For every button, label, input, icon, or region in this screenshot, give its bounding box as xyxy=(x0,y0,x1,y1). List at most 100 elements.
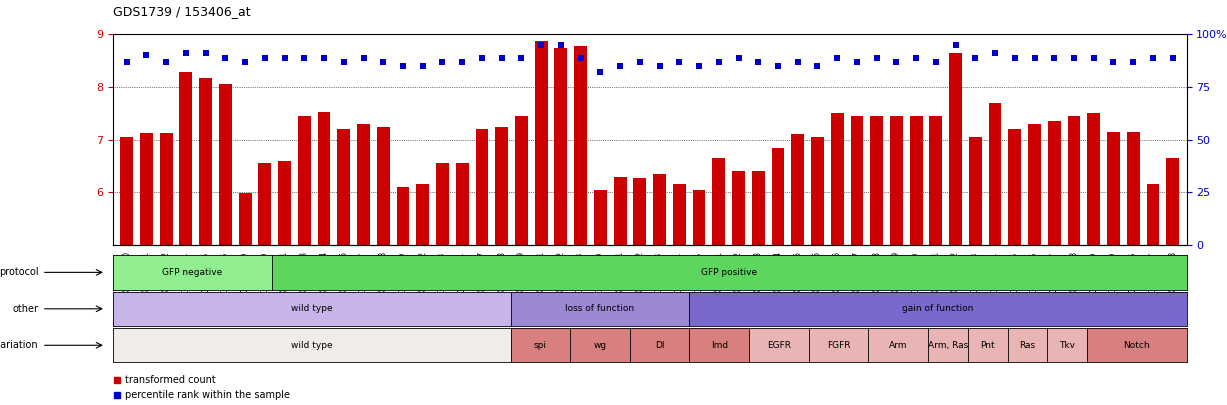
Bar xyxy=(279,161,291,245)
Bar xyxy=(1067,116,1081,245)
Bar xyxy=(733,171,745,245)
Bar xyxy=(890,116,903,245)
Point xyxy=(610,63,629,69)
Point xyxy=(847,59,866,65)
Point xyxy=(1044,54,1064,61)
Text: Notch: Notch xyxy=(1124,341,1150,350)
Point xyxy=(571,54,590,61)
Point xyxy=(472,54,492,61)
Text: FGFR: FGFR xyxy=(827,341,850,350)
Bar xyxy=(218,85,232,245)
Point xyxy=(866,54,886,61)
Point xyxy=(1005,54,1025,61)
Point xyxy=(1025,54,1044,61)
Point xyxy=(827,54,847,61)
Point xyxy=(275,54,294,61)
Bar xyxy=(950,53,962,245)
Text: Imd: Imd xyxy=(710,341,728,350)
Bar xyxy=(455,164,469,245)
Point xyxy=(177,50,196,57)
Bar xyxy=(239,194,252,245)
Bar xyxy=(850,116,864,245)
Point xyxy=(709,59,729,65)
Text: GFP negative: GFP negative xyxy=(162,268,222,277)
Text: wild type: wild type xyxy=(291,304,333,313)
Bar xyxy=(416,185,429,245)
Point xyxy=(966,54,985,61)
Bar xyxy=(989,103,1001,245)
Text: Ras: Ras xyxy=(1020,341,1036,350)
Bar xyxy=(515,116,528,245)
Text: percentile rank within the sample: percentile rank within the sample xyxy=(125,390,290,400)
Point xyxy=(650,63,670,69)
Bar xyxy=(337,129,350,245)
Bar xyxy=(377,126,390,245)
Point xyxy=(314,54,334,61)
Point xyxy=(492,54,512,61)
Point xyxy=(1163,54,1183,61)
Point xyxy=(1103,59,1123,65)
Point xyxy=(294,54,314,61)
Bar xyxy=(476,129,488,245)
Text: transformed count: transformed count xyxy=(125,375,216,385)
Point xyxy=(196,50,216,57)
Text: Arm, Ras: Arm, Ras xyxy=(928,341,968,350)
Point xyxy=(413,63,433,69)
Bar xyxy=(870,116,883,245)
Bar xyxy=(831,113,844,245)
Point xyxy=(373,59,393,65)
Bar xyxy=(1048,122,1060,245)
Point xyxy=(216,54,236,61)
Bar xyxy=(633,178,647,245)
Bar xyxy=(909,116,923,245)
Bar xyxy=(791,134,804,245)
Point xyxy=(907,54,926,61)
Point xyxy=(590,69,610,76)
Text: Tkv: Tkv xyxy=(1059,341,1075,350)
Point xyxy=(156,59,175,65)
Point xyxy=(136,52,156,59)
Point xyxy=(1144,54,1163,61)
Bar xyxy=(1028,124,1040,245)
Point xyxy=(690,63,709,69)
Point xyxy=(393,63,412,69)
Bar xyxy=(1126,132,1140,245)
Text: Arm: Arm xyxy=(890,341,908,350)
Point xyxy=(453,59,472,65)
Text: wg: wg xyxy=(594,341,606,350)
Bar xyxy=(357,124,371,245)
Bar xyxy=(1107,132,1120,245)
Text: other: other xyxy=(12,304,38,314)
Point xyxy=(887,59,907,65)
Bar xyxy=(535,41,547,245)
Point xyxy=(117,59,136,65)
Bar xyxy=(1146,185,1160,245)
Bar xyxy=(396,187,410,245)
Point xyxy=(1083,54,1103,61)
Point xyxy=(788,59,807,65)
Bar xyxy=(594,190,607,245)
Text: loss of function: loss of function xyxy=(566,304,634,313)
Bar xyxy=(772,148,784,245)
Point xyxy=(236,59,255,65)
Point xyxy=(807,63,827,69)
Bar xyxy=(555,47,567,245)
Bar xyxy=(160,133,173,245)
Point xyxy=(353,54,373,61)
Text: wild type: wild type xyxy=(291,341,333,350)
Point xyxy=(985,50,1005,57)
Bar xyxy=(120,137,133,245)
Text: spi: spi xyxy=(534,341,547,350)
Point xyxy=(946,42,966,48)
Text: EGFR: EGFR xyxy=(767,341,791,350)
Text: Pnt: Pnt xyxy=(980,341,995,350)
Bar xyxy=(969,137,982,245)
Point xyxy=(670,59,690,65)
Point xyxy=(531,42,551,48)
Bar xyxy=(574,46,587,245)
Bar xyxy=(653,174,666,245)
Bar xyxy=(140,133,153,245)
Text: protocol: protocol xyxy=(0,267,38,277)
Point xyxy=(748,59,768,65)
Point xyxy=(629,59,649,65)
